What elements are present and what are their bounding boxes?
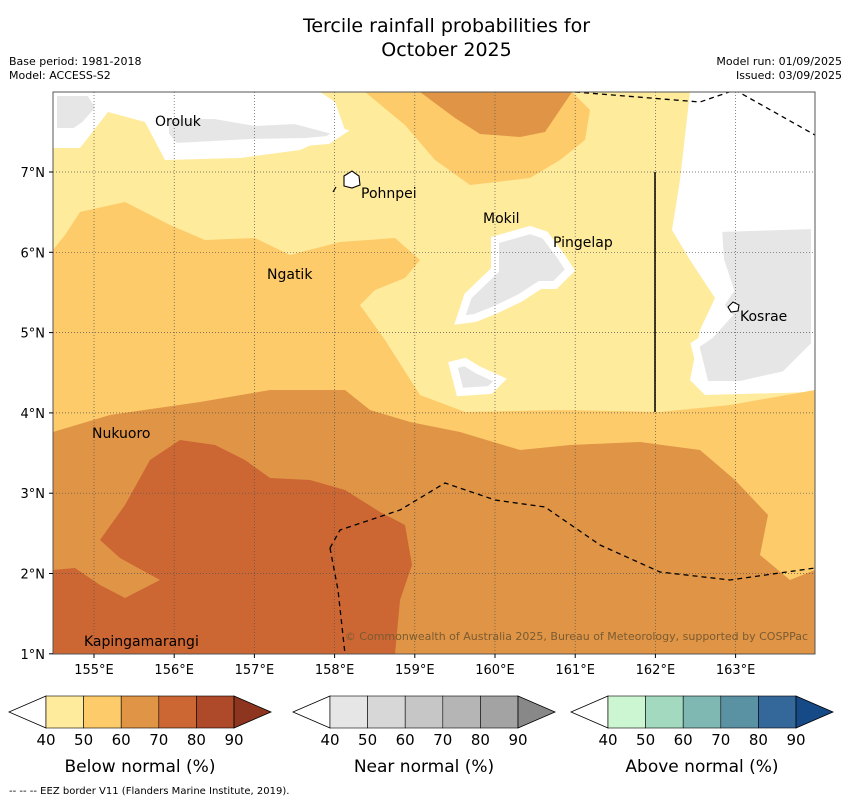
issued-date: Issued: 03/09/2025 [735, 69, 842, 82]
plot-frame [52, 91, 816, 655]
colorbar-tick-label: 80 [471, 731, 490, 749]
label-pohnpei: Pohnpei [361, 186, 417, 202]
colorbar-cell [758, 695, 797, 729]
eez-tick-pohnpei [332, 186, 337, 193]
colorbar-tick-label: 40 [598, 731, 617, 749]
colorbar-lower-extend [569, 695, 609, 729]
label-oroluk: Oroluk [155, 114, 202, 130]
colorbar-tick-label: 90 [786, 731, 805, 749]
lon-tick-label: 159°E [395, 663, 435, 678]
copyright-notice: © Commonwealth of Australia 2025, Bureau… [345, 630, 808, 643]
base-period: Base period: 1981-2018 [9, 55, 142, 68]
colorbar-lower-extend [7, 695, 47, 729]
lon-tick-label: 155°E [74, 663, 114, 678]
colorbar-tick-label: 50 [74, 731, 93, 749]
colorbar-tick-label: 90 [508, 731, 527, 749]
colorbar-cell [196, 695, 235, 729]
lon-tick-label: 158°E [315, 663, 355, 678]
lon-tick-label: 163°E [716, 663, 756, 678]
eez-border-south [329, 482, 815, 581]
meta-left: Base period: 1981-2018 Model: ACCESS-S2 [9, 55, 141, 83]
label-kapingamarangi: Kapingamarangi [84, 634, 199, 650]
colorbar-tick-label: 70 [149, 731, 168, 749]
colorbar-lower-extend [291, 695, 331, 729]
colorbar-label: Near normal (%) [354, 757, 494, 777]
colorbar-cell [682, 695, 722, 729]
colorbar-cell [83, 695, 122, 729]
model-name: Model: ACCESS-S2 [9, 69, 111, 82]
eez-border-north [574, 92, 815, 136]
below-70-80-area [53, 440, 412, 654]
colorbar-2: 40 50 60 70 80 90 Above normal (%) [569, 695, 835, 777]
eez-border-west [329, 547, 346, 654]
colorbar-cell [645, 695, 684, 729]
colorbar-upper-extend [233, 695, 273, 729]
colorbar-tick-label: 60 [112, 731, 131, 749]
colorbar-cell [367, 695, 406, 729]
lat-tick-label: 4°N [21, 407, 46, 422]
below-60-70-north [420, 92, 572, 137]
colorbar-label: Above normal (%) [625, 757, 778, 777]
colorbar-cell [45, 695, 84, 729]
colorbar-cell [404, 695, 444, 729]
lat-tick-label: 5°N [21, 327, 46, 342]
colorbar-tick-label: 40 [36, 731, 55, 749]
colorbar-tick-label: 40 [320, 731, 339, 749]
colorbar-0: 40 50 60 70 80 90 Below normal (%) [7, 695, 273, 777]
colorbar-tick-label: 70 [711, 731, 730, 749]
colorbars: 40 50 60 70 80 90 Below normal (%) 40 50 60 70 80 90… [7, 695, 835, 777]
title-line-2: October 2025 [381, 39, 512, 61]
colorbar-cell [158, 695, 197, 729]
label-pingelap: Pingelap [553, 235, 613, 251]
colorbar-1: 40 50 60 70 80 90 Near normal (%) [291, 695, 557, 777]
lat-tick-label: 7°N [21, 166, 46, 181]
map-title: Tercile rainfall probabilities for Octob… [0, 14, 850, 62]
lat-tick-label: 6°N [21, 246, 46, 261]
colorbar-upper-extend [795, 695, 835, 729]
colorbar-cell [607, 695, 646, 729]
colorbar-tick-label: 80 [749, 731, 768, 749]
model-run: Model run: 01/09/2025 [716, 55, 842, 68]
lon-tick-label: 156°E [154, 663, 194, 678]
colorbar-label: Below normal (%) [65, 757, 216, 777]
meta-right: Model run: 01/09/2025 Issued: 03/09/2025 [716, 55, 842, 83]
near-40-50-oroluk [161, 111, 350, 152]
colorbar-tick-label: 60 [674, 731, 693, 749]
axis-labels: 155°E 156°E 157°E 158°E 159°E 160°E 161°E 162°E… [21, 166, 756, 678]
lon-tick-label: 157°E [235, 663, 275, 678]
colorbar-tick-label: 90 [224, 731, 243, 749]
near-40-50-kosrae [690, 220, 815, 389]
colorbar-tick-label: 50 [358, 731, 377, 749]
lon-tick-label: 160°E [475, 663, 515, 678]
colorbar-cell [480, 695, 519, 729]
near-40-50-south [448, 357, 507, 397]
label-ngatik: Ngatik [267, 267, 313, 283]
footer-legend: -- -- -- EEZ border V11 (Flanders Marine… [9, 786, 290, 797]
colorbar-cell [329, 695, 368, 729]
colorbar-cell [120, 695, 160, 729]
colorbar-cell [720, 695, 759, 729]
colorbar-cell [442, 695, 481, 729]
kosrae-island-icon [727, 301, 740, 313]
colorbar-upper-extend [517, 695, 557, 729]
lat-tick-label: 2°N [21, 568, 46, 583]
label-kosrae: Kosrae [740, 309, 787, 325]
colorbar-tick-label: 80 [187, 731, 206, 749]
label-nukuoro: Nukuoro [92, 426, 150, 442]
lat-tick-label: 1°N [21, 648, 46, 663]
probability-fills [53, 92, 815, 654]
lat-tick-label: 3°N [21, 487, 46, 502]
colorbar-tick-label: 70 [433, 731, 452, 749]
near-40-50-nw [53, 92, 105, 136]
colorbar-tick-label: 50 [636, 731, 655, 749]
pohnpei-island-icon [343, 170, 361, 189]
lon-tick-label: 161°E [555, 663, 595, 678]
colorbar-tick-label: 60 [396, 731, 415, 749]
eez-borders [329, 92, 815, 654]
label-mokil: Mokil [483, 211, 520, 227]
lon-tick-label: 162°E [636, 663, 676, 678]
title-line-1: Tercile rainfall probabilities for [302, 15, 591, 37]
